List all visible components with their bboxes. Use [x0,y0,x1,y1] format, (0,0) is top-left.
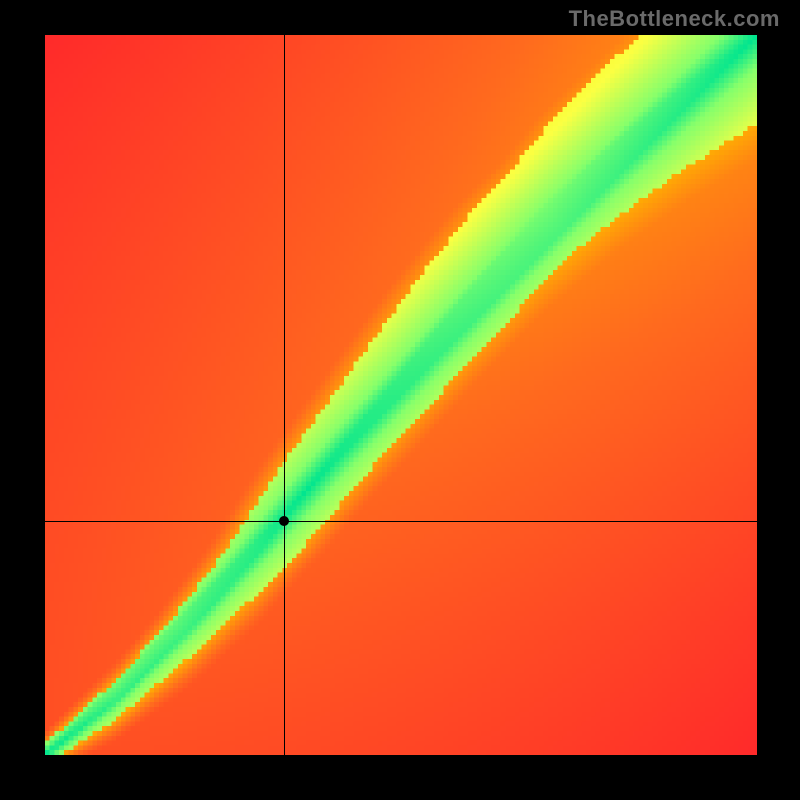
watermark-text: TheBottleneck.com [569,6,780,32]
crosshair-horizontal [45,521,757,522]
heatmap-plot [45,35,757,755]
heatmap-canvas [45,35,757,755]
crosshair-marker [279,516,289,526]
crosshair-vertical [284,35,285,755]
